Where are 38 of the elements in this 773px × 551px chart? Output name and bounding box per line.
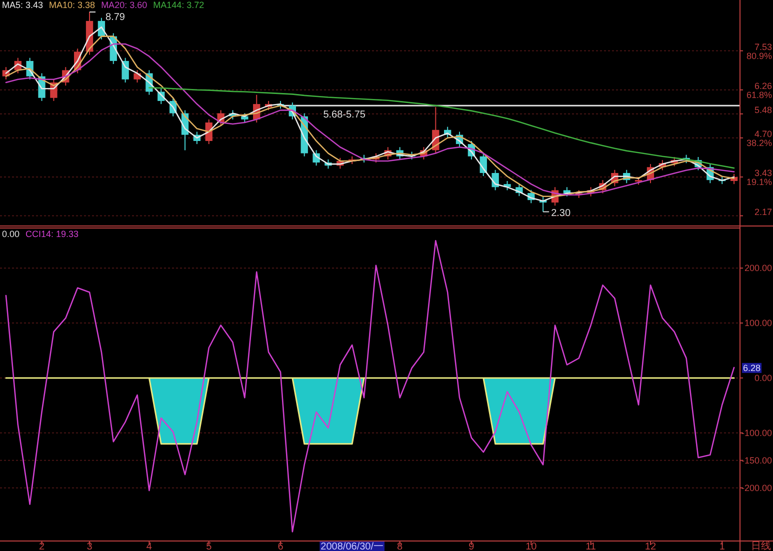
y-tick-label: 3.43 — [754, 168, 772, 178]
x-tick-label: 8 — [397, 542, 404, 551]
y2-tick-label: 19.1% — [746, 176, 772, 187]
y-tick-label: 4.70 — [754, 128, 772, 139]
y-tick-label: -150.00 — [741, 455, 772, 466]
y2-tick-label: 61.8% — [746, 90, 772, 100]
text: MA10: 3.38 — [49, 0, 96, 10]
text: CCI14: 19.33 — [26, 229, 79, 239]
text: 日线 — [751, 540, 771, 551]
x-tick-label: 4 — [146, 542, 152, 551]
annotation: 5.68-5.75 — [323, 110, 366, 121]
text: MA20: 3.60 — [101, 0, 148, 10]
y-tick-label: 7.53 — [754, 42, 772, 52]
x-tick-label: 3 — [86, 542, 93, 551]
y-tick-label: 5.48 — [754, 104, 772, 115]
y-tick-label: 100.00 — [744, 318, 772, 328]
x-tick-label: 9 — [468, 542, 475, 551]
x-tick-label: 11 — [586, 542, 596, 551]
annotation: 8.79 — [106, 12, 126, 24]
x-tick-label: 5 — [206, 542, 212, 551]
y-tick-label: 0.00 — [754, 372, 772, 383]
y2-tick-label: 80.9% — [746, 50, 772, 61]
y-tick-label: 6.26 — [754, 80, 772, 91]
x-tick-label: 10 — [526, 542, 538, 551]
y-tick-label: 2.17 — [754, 206, 772, 217]
text: MA5: 3.43 — [2, 0, 44, 10]
x-tick-label: 12 — [644, 542, 656, 551]
annotation: 2.30 — [551, 208, 571, 219]
y-tick-label: -200.00 — [741, 482, 772, 493]
x-tick-label: 2008/06/30/一 — [320, 542, 384, 551]
y2-tick-label: 38.2% — [746, 138, 772, 148]
text: MA144: 3.72 — [153, 0, 204, 10]
y-tick-label: 200.00 — [744, 263, 772, 274]
annotation: 0.00 — [2, 229, 20, 239]
text: 6.28 — [743, 362, 761, 373]
x-tick-label: 2 — [38, 542, 45, 551]
x-tick-label: 6 — [278, 542, 284, 551]
y-tick-label: -100.00 — [741, 428, 772, 438]
